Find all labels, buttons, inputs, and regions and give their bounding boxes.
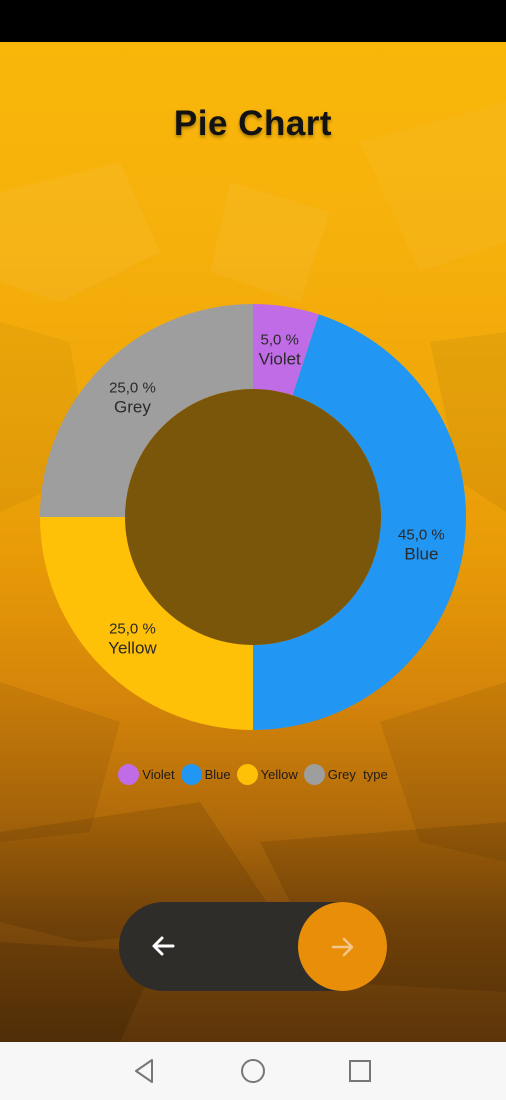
legend-item: Yellow <box>236 764 298 785</box>
slice-value-label: 25,0 % <box>109 621 156 638</box>
pie-slice-blue <box>253 314 467 730</box>
legend-swatch <box>236 764 258 785</box>
legend-item: Violet <box>118 764 175 785</box>
system-back-button[interactable] <box>130 1056 160 1086</box>
slice-label: 25,0 %Yellow <box>108 621 157 658</box>
legend-label: Violet <box>142 767 175 782</box>
next-button[interactable] <box>298 902 387 991</box>
legend-item: Blue <box>180 764 231 785</box>
slice-category-label: Blue <box>404 545 438 564</box>
arrow-right-icon <box>331 937 353 956</box>
legend-item: Grey type <box>303 764 388 785</box>
slice-value-label: 25,0 % <box>109 379 156 396</box>
pie-slice-grey <box>40 304 253 517</box>
slice-value-label: 5,0 % <box>260 332 298 349</box>
app-background: Pie Chart 5,0 % Violet 45,0 % Blue 25,0 % Yel… <box>0 42 506 1042</box>
legend-label: Yellow <box>260 767 298 782</box>
slice-label: 25,0 %Grey <box>109 379 156 416</box>
slice-category-label: Violet <box>259 350 301 369</box>
status-bar <box>0 0 506 42</box>
legend-swatch <box>118 764 140 785</box>
pie-slice-yellow <box>40 517 253 730</box>
system-recents-button[interactable] <box>345 1056 375 1086</box>
circle-home-icon <box>241 1059 265 1083</box>
donut-hole <box>125 389 381 645</box>
slice-category-label: Yellow <box>108 639 157 658</box>
legend-swatch <box>303 764 325 785</box>
slice-category-label: Grey <box>114 397 151 416</box>
page-title: Pie Chart <box>173 104 333 143</box>
slice-label: 5,0 %Violet <box>259 332 301 369</box>
system-home-button[interactable] <box>238 1056 268 1086</box>
slice-value-label: 45,0 % <box>398 527 445 544</box>
square-recents-icon <box>349 1060 371 1082</box>
slice-label: 45,0 %Blue <box>398 527 445 564</box>
chart-legend: Violet Blue Yellow Grey type <box>0 764 506 785</box>
legend-label: Blue <box>204 767 231 782</box>
pager-control <box>119 902 387 991</box>
triangle-back-icon <box>135 1059 153 1083</box>
arrow-left-icon <box>152 936 175 956</box>
pie-slice-violet <box>253 304 319 396</box>
legend-swatch <box>180 764 202 785</box>
back-button[interactable] <box>133 916 193 976</box>
system-nav-bar <box>0 1042 506 1100</box>
legend-label: Grey type <box>327 767 388 782</box>
